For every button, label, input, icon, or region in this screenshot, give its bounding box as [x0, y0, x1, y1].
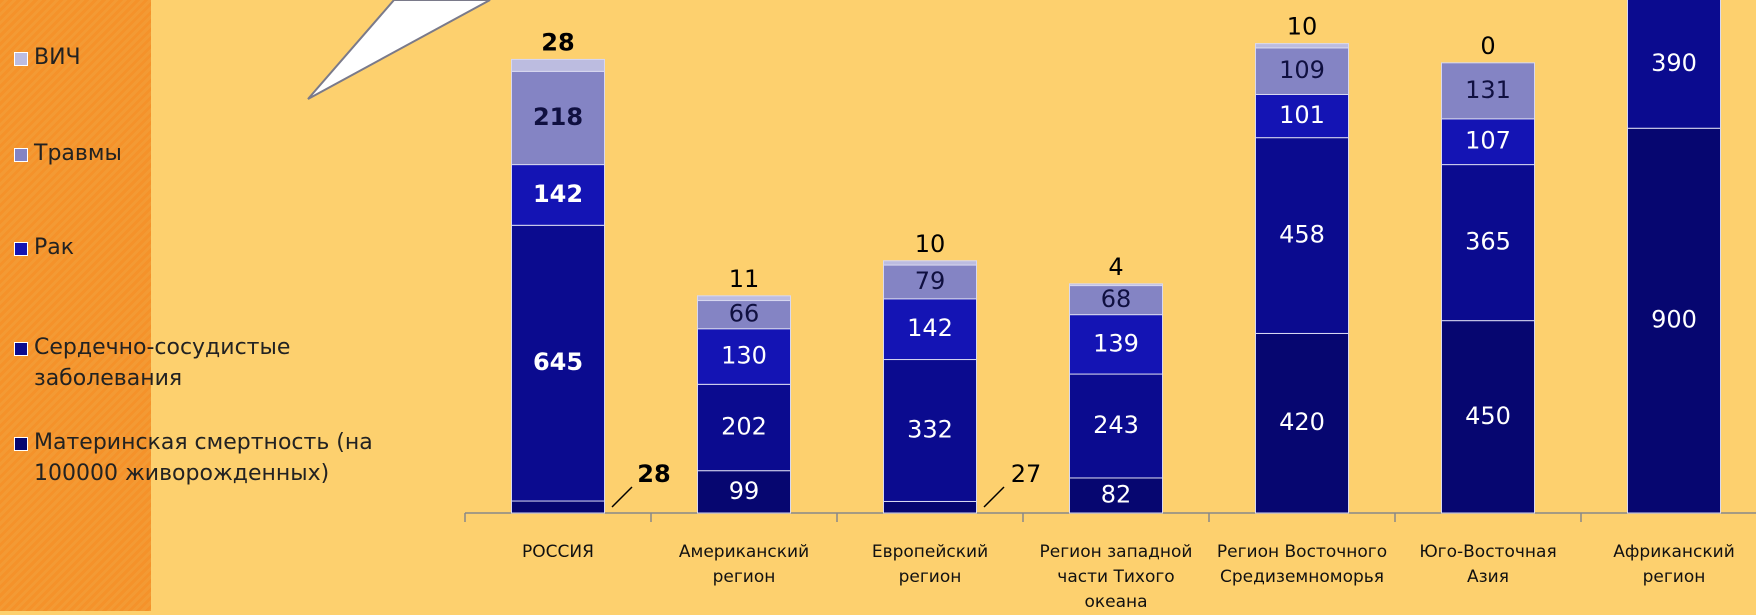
- bar-segment: [511, 164, 605, 226]
- bar-segment: [1627, 0, 1721, 129]
- bar-segment: [511, 500, 605, 514]
- legend-item: Материнская смертность (на 100000 живоро…: [14, 427, 373, 489]
- leader-line: [983, 486, 1005, 508]
- callout: [307, 0, 491, 100]
- legend-item: Рак: [14, 232, 74, 263]
- data-label: 243: [1093, 411, 1139, 439]
- data-label: 458: [1279, 221, 1325, 249]
- data-label: 4: [1108, 253, 1123, 281]
- x-tick-label: Юго-Восточная Азия: [1419, 542, 1557, 587]
- data-label: 27: [1011, 460, 1042, 488]
- plot-area: 28 645 142 218 28 99 202 130 66 11 27 332 142 79 10 82 2…: [464, 0, 1756, 522]
- legend-swatch: [14, 342, 28, 356]
- bar-segment: [1441, 164, 1535, 322]
- legend-item: Травмы: [14, 138, 122, 169]
- bar-segment: [1069, 283, 1163, 287]
- data-label: 131: [1465, 76, 1511, 104]
- data-label: 82: [1101, 480, 1132, 508]
- data-label: 645: [533, 348, 583, 376]
- data-label: 202: [721, 413, 767, 441]
- bar-segment: [1255, 137, 1349, 334]
- data-label: 390: [1651, 49, 1697, 77]
- legend-item: Сердечно-сосудистые заболевания: [14, 332, 290, 394]
- x-tick-label: Американский регион: [678, 542, 810, 587]
- data-label: 450: [1465, 402, 1511, 430]
- bar-segment: [1441, 320, 1535, 514]
- data-label: 0: [1480, 32, 1495, 60]
- data-label: 10: [915, 230, 946, 258]
- legend-label: Сердечно-сосудистые заболевания: [34, 335, 291, 391]
- x-tick-label: Регион западной части Тихого океана: [1039, 542, 1193, 612]
- legend-item: ВИЧ: [14, 42, 81, 73]
- bar-segment: [883, 264, 977, 300]
- bar-segment: [883, 298, 977, 361]
- data-label: 28: [541, 28, 574, 56]
- data-label: 28: [637, 460, 670, 488]
- bar-segment: [1069, 373, 1163, 479]
- data-label: 10: [1287, 13, 1318, 41]
- data-label: 420: [1279, 408, 1325, 436]
- data-label: 101: [1279, 101, 1325, 129]
- bar-segment: [697, 470, 791, 514]
- legend-label: ВИЧ: [34, 45, 81, 70]
- bar-segment: [883, 359, 977, 502]
- x-tick-label: Регион Восточного Средиземноморья: [1216, 542, 1388, 587]
- side-stripe: [0, 0, 151, 611]
- x-tick-label: Европейский регион: [871, 542, 989, 587]
- bar-segment: [1441, 118, 1535, 166]
- data-label: 68: [1101, 285, 1132, 313]
- bar-segment: [1069, 314, 1163, 375]
- bar-segment: [1255, 332, 1349, 514]
- data-label: 107: [1465, 127, 1511, 155]
- legend-swatch: [14, 148, 28, 162]
- data-label: 139: [1093, 329, 1139, 357]
- bar-segment: [697, 295, 791, 302]
- legend-label: Травмы: [34, 141, 122, 166]
- data-label: 900: [1651, 306, 1697, 334]
- data-label: 332: [907, 415, 953, 443]
- bar-segment: [511, 70, 605, 166]
- bar-segment: [1255, 47, 1349, 95]
- bar-segment: [1069, 477, 1163, 514]
- bar-segment: [883, 500, 977, 514]
- data-label: 109: [1279, 56, 1325, 84]
- legend-label: Материнская смертность (на 100000 живоро…: [34, 430, 373, 486]
- data-label: 365: [1465, 228, 1511, 256]
- data-label: 142: [533, 180, 583, 208]
- leader-line: [611, 486, 633, 508]
- data-label: 130: [721, 342, 767, 370]
- bar-segment: [1255, 43, 1349, 49]
- bar-segment: [511, 224, 605, 502]
- data-label: 218: [533, 103, 583, 131]
- x-tick-label: РОССИЯ: [522, 542, 594, 562]
- legend-swatch: [14, 52, 28, 66]
- bar-segment: [883, 260, 977, 266]
- legend-swatch: [14, 242, 28, 256]
- data-label: 11: [729, 265, 760, 293]
- legend-label: Рак: [34, 235, 75, 260]
- legend-swatch: [14, 437, 28, 451]
- data-label: 99: [729, 477, 760, 505]
- bar-segment: [1627, 127, 1721, 514]
- bar-segment: [511, 58, 605, 72]
- data-label: 142: [907, 314, 953, 342]
- x-tick-label: Африканский регион: [1613, 542, 1735, 587]
- data-label: 79: [915, 267, 946, 295]
- bar-segment: [1441, 62, 1535, 120]
- data-label: 66: [729, 300, 760, 328]
- bar-segment: [697, 383, 791, 472]
